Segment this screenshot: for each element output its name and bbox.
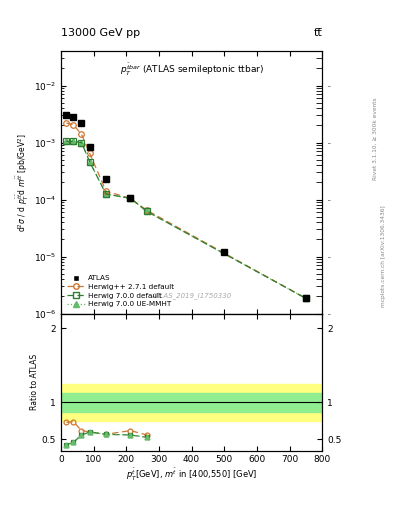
Text: ATLAS_2019_I1750330: ATLAS_2019_I1750330 — [151, 292, 232, 299]
Text: $p_T^{\bar{t}bar}$ (ATLAS semileptonic ttbar): $p_T^{\bar{t}bar}$ (ATLAS semileptonic t… — [119, 62, 264, 78]
Bar — [61, 393, 322, 412]
Y-axis label: Ratio to ATLAS: Ratio to ATLAS — [30, 354, 39, 410]
Y-axis label: d$^2\sigma$ / d $p_T^{\bar{t}\bar{t}}$d $m^{\bar{t}\bar{t}}$ [pb/GeV$^2$]: d$^2\sigma$ / d $p_T^{\bar{t}\bar{t}}$d … — [15, 133, 31, 232]
X-axis label: $p_T^{\bar{t}}$[GeV], $m^{\bar{t}}$ in [400,550] [GeV]: $p_T^{\bar{t}}$[GeV], $m^{\bar{t}}$ in [… — [126, 467, 257, 483]
Text: Rivet 3.1.10, ≥ 300k events: Rivet 3.1.10, ≥ 300k events — [373, 97, 378, 180]
Text: tt̅: tt̅ — [314, 28, 322, 38]
Legend: ATLAS, Herwig++ 2.7.1 default, Herwig 7.0.0 default, Herwig 7.0.0 UE-MMHT: ATLAS, Herwig++ 2.7.1 default, Herwig 7.… — [64, 272, 177, 310]
Bar — [61, 384, 322, 421]
Text: 13000 GeV pp: 13000 GeV pp — [61, 28, 140, 38]
Text: mcplots.cern.ch [arXiv:1306.3436]: mcplots.cern.ch [arXiv:1306.3436] — [381, 205, 386, 307]
